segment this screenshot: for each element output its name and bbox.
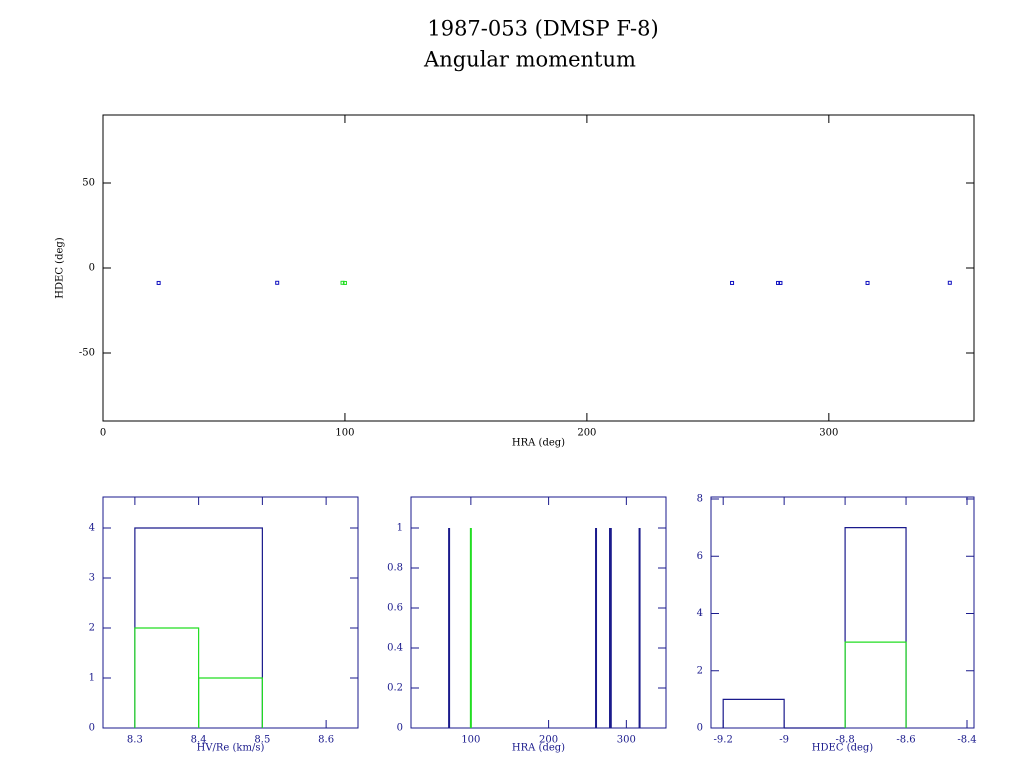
chart-subtitle: Angular momentum [423, 48, 636, 72]
x-axis-label: HDEC (deg) [812, 743, 873, 754]
y-tick-label: 0.2 [387, 683, 403, 694]
x-tick-label: -8.8 [835, 735, 854, 746]
point [340, 280, 345, 285]
x-tick-label: 8.4 [191, 735, 207, 746]
x-tick-label: 300 [617, 735, 636, 746]
histogram-bar [844, 527, 907, 728]
x-tick-label: 300 [819, 428, 838, 439]
y-tick-label: 50 [82, 178, 95, 189]
plot-frame [410, 496, 667, 729]
y-tick-label: 0 [89, 263, 95, 274]
y-tick-label: 4 [697, 608, 703, 619]
y-tick-label: 0.6 [387, 603, 403, 614]
y-tick-label: 2 [697, 665, 703, 676]
point [776, 280, 781, 285]
x-tick-label: 200 [539, 735, 558, 746]
plot-frame [102, 496, 359, 729]
point [275, 280, 280, 285]
y-tick-label: 8 [697, 494, 703, 505]
x-tick-label: -9.2 [714, 735, 733, 746]
x-tick-label: 8.3 [127, 735, 143, 746]
y-tick-label: 2 [89, 623, 95, 634]
histogram-bar [198, 677, 263, 728]
x-tick-label: 100 [461, 735, 480, 746]
histogram-bar [844, 641, 907, 728]
x-axis-label: HRA (deg) [512, 438, 565, 449]
x-tick-label: 8.6 [318, 735, 334, 746]
y-axis-label: HDEC (deg) [55, 237, 66, 298]
y-tick-label: -50 [79, 348, 95, 359]
x-tick-label: -8.4 [957, 735, 976, 746]
y-tick-label: 3 [89, 573, 95, 584]
y-tick-label: 1 [89, 673, 95, 684]
y-tick-label: 0 [697, 723, 703, 734]
point [156, 280, 161, 285]
point [342, 280, 347, 285]
point [730, 280, 735, 285]
y-tick-label: 0.8 [387, 563, 403, 574]
y-tick-label: 6 [697, 551, 703, 562]
histogram-bar [722, 698, 785, 728]
point [865, 280, 870, 285]
x-tick-label: 100 [335, 428, 354, 439]
x-tick-label: -9 [779, 735, 789, 746]
x-axis-label: HV/Re (km/s) [197, 743, 265, 754]
chart-title: 1987-053 (DMSP F-8) [427, 17, 658, 41]
x-tick-label: 0 [100, 428, 106, 439]
y-tick-label: 0 [89, 723, 95, 734]
y-tick-label: 0 [397, 723, 403, 734]
x-tick-label: 8.5 [254, 735, 270, 746]
point [947, 280, 952, 285]
y-tick-label: 1 [397, 523, 403, 534]
point [778, 280, 783, 285]
y-tick-label: 4 [89, 523, 95, 534]
y-tick-label: 0.4 [387, 643, 403, 654]
x-axis-label: HRA (deg) [512, 743, 565, 754]
x-tick-label: 200 [577, 428, 596, 439]
x-tick-label: -8.6 [896, 735, 915, 746]
